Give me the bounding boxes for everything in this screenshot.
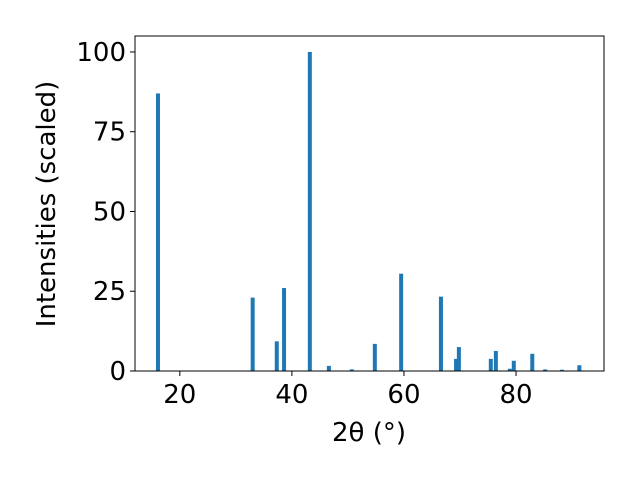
plot-frame — [134, 35, 605, 372]
bar — [507, 368, 512, 371]
bar — [438, 296, 443, 371]
x-tick-label: 40 — [275, 380, 308, 410]
y-tick-label: 50 — [93, 197, 126, 227]
y-tick-label: 100 — [76, 38, 126, 68]
x-tick-label: 60 — [387, 380, 420, 410]
x-axis-label: 2θ (°) — [332, 418, 406, 448]
y-tick-label: 25 — [93, 277, 126, 307]
bar — [511, 360, 516, 371]
bar — [250, 297, 255, 371]
bar — [274, 341, 279, 371]
bar — [456, 347, 461, 371]
bar — [155, 93, 160, 371]
bar — [488, 358, 493, 371]
bar — [349, 369, 354, 371]
bar — [307, 51, 312, 371]
x-tick-label: 20 — [163, 380, 196, 410]
bar — [372, 343, 377, 371]
bar — [530, 353, 535, 371]
bar — [326, 365, 331, 371]
bar — [543, 369, 548, 371]
bar — [282, 288, 287, 371]
bar — [577, 365, 582, 371]
y-tick-label: 75 — [93, 118, 126, 148]
bar — [493, 350, 498, 371]
y-axis-label: Intensities (scaled) — [32, 81, 62, 328]
x-tick-label: 80 — [499, 380, 532, 410]
y-tick-label: 0 — [109, 357, 126, 387]
bar — [559, 369, 564, 371]
bar — [399, 273, 404, 371]
bar — [454, 358, 459, 371]
